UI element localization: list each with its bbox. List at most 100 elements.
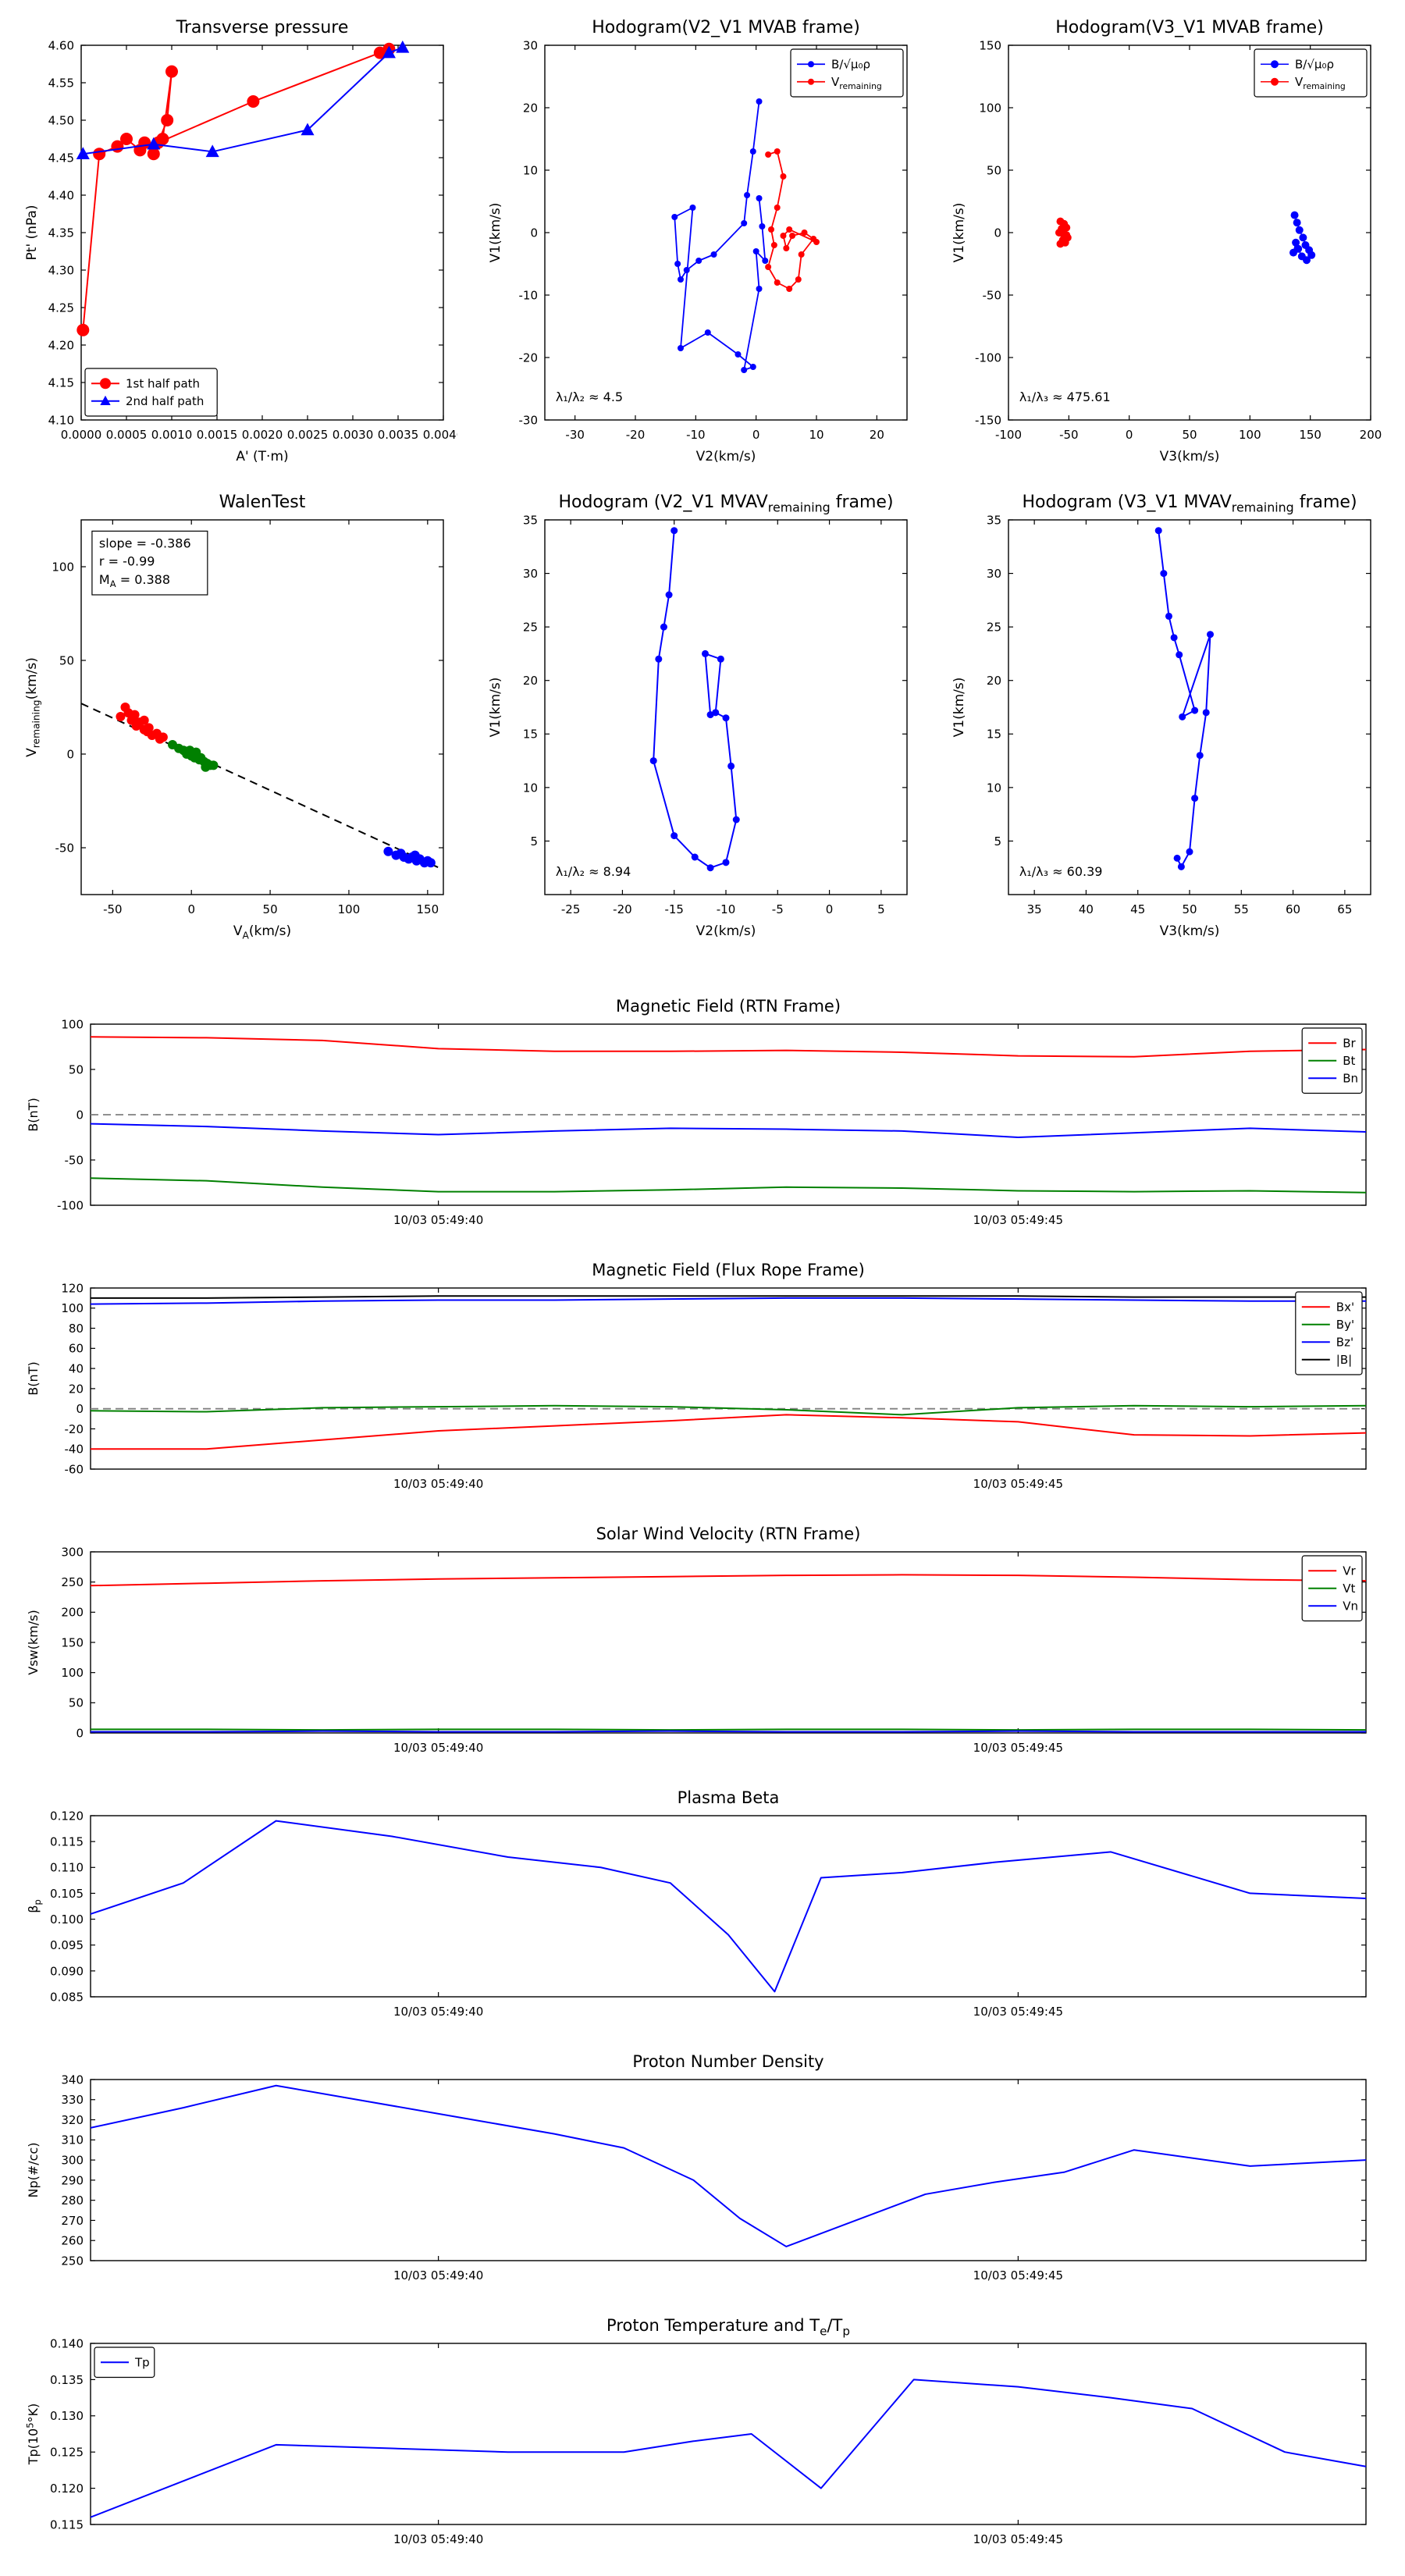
svg-text:270: 270 — [61, 2214, 84, 2228]
svg-text:25: 25 — [523, 621, 538, 635]
walen-test-plot: -50 0 50 100 150 -50 0 50 100 slope = -0.386 r = -… — [20, 482, 457, 951]
svg-text:λ₁/λ₂ ≈ 8.94: λ₁/λ₂ ≈ 8.94 — [556, 864, 631, 879]
svg-text:Proton Temperature and Te/Tp: Proton Temperature and Te/Tp — [606, 2316, 850, 2338]
svg-text:Hodogram (V2_V1 MVAVremaining: Hodogram (V2_V1 MVAVremaining frame) — [558, 493, 893, 515]
svg-text:0.100: 0.100 — [50, 1912, 84, 1927]
svg-text:10/03 05:49:40: 10/03 05:49:40 — [393, 2005, 483, 2019]
svg-text:-20: -20 — [65, 1422, 84, 1436]
svg-text:10/03 05:49:45: 10/03 05:49:45 — [973, 1213, 1063, 1227]
svg-text:2nd half path: 2nd half path — [126, 394, 204, 408]
svg-text:0.0005: 0.0005 — [106, 428, 148, 442]
svg-text:50: 50 — [69, 1062, 84, 1076]
chart-svg: -25 -20 -15 -10 -5 0 5 5 10 15 20 25 30 35 λ₁/λ₂ ≈ 8.9… — [488, 493, 908, 939]
chart-svg: 10/03 05:49:40 10/03 05:49:45 0 50 100 150 200… — [26, 1525, 1367, 1755]
chart-svg: -50 0 50 100 150 -50 0 50 100 slope = -0.386 r = -… — [24, 493, 444, 941]
svg-text:50: 50 — [987, 163, 1001, 177]
chart-svg: -30 -20 -10 0 10 20 -30 -20 -10 0 10 20 30 λ₁/λ₂ ≈ 4.… — [488, 18, 908, 464]
svg-text:30: 30 — [523, 38, 538, 52]
svg-text:50: 50 — [1182, 428, 1197, 442]
svg-text:V3(km/s): V3(km/s) — [1160, 449, 1220, 464]
svg-text:λ₁/λ₃ ≈ 60.39: λ₁/λ₃ ≈ 60.39 — [1019, 864, 1103, 879]
svg-text:150: 150 — [1299, 428, 1321, 442]
svg-text:4.45: 4.45 — [48, 151, 74, 165]
svg-text:B/√μ₀ρ: B/√μ₀ρ — [1295, 58, 1334, 72]
svg-text:Vremaining: Vremaining — [831, 75, 882, 91]
svg-text:250: 250 — [61, 2254, 84, 2268]
svg-text:-50: -50 — [65, 1153, 84, 1167]
svg-text:0.115: 0.115 — [50, 2517, 84, 2532]
svg-text:10: 10 — [523, 163, 538, 177]
svg-text:0.0030: 0.0030 — [333, 428, 374, 442]
svg-text:slope = -0.386: slope = -0.386 — [99, 535, 191, 550]
svg-text:40: 40 — [1079, 902, 1094, 916]
chart-svg: 10/03 05:49:40 10/03 05:49:45 -100 -50 0 50 10… — [26, 997, 1367, 1227]
svg-text:0.0010: 0.0010 — [151, 428, 193, 442]
svg-text:-100: -100 — [995, 428, 1022, 442]
svg-text:50: 50 — [1182, 902, 1197, 916]
svg-text:15: 15 — [523, 728, 538, 742]
svg-text:-150: -150 — [975, 413, 1001, 427]
svg-text:Np(#/cc): Np(#/cc) — [26, 2143, 41, 2198]
svg-text:|B|: |B| — [1336, 1353, 1352, 1367]
svg-text:150: 150 — [979, 38, 1001, 52]
svg-text:10/03 05:49:40: 10/03 05:49:40 — [393, 2532, 483, 2546]
hodogram-v2v1-mvab-plot: -30 -20 -10 0 10 20 -30 -20 -10 0 10 20 30 λ₁/λ₂ ≈ 4.… — [484, 8, 921, 476]
svg-text:50: 50 — [263, 902, 278, 916]
svg-text:10/03 05:49:45: 10/03 05:49:45 — [973, 2268, 1063, 2282]
svg-text:0: 0 — [76, 1402, 84, 1416]
svg-text:Plasma Beta: Plasma Beta — [678, 1788, 780, 1807]
svg-text:-10: -10 — [717, 902, 736, 916]
svg-text:4.50: 4.50 — [48, 113, 74, 127]
svg-text:10/03 05:49:40: 10/03 05:49:40 — [393, 1213, 483, 1227]
svg-text:300: 300 — [61, 1545, 84, 1559]
svg-text:-15: -15 — [664, 902, 684, 916]
svg-text:0.0020: 0.0020 — [242, 428, 283, 442]
svg-text:Bx': Bx' — [1336, 1300, 1354, 1315]
svg-text:Vr: Vr — [1343, 1564, 1356, 1578]
svg-text:Pt' (nPa): Pt' (nPa) — [24, 205, 40, 261]
svg-text:10: 10 — [809, 428, 823, 442]
svg-text:150: 150 — [417, 902, 439, 916]
svg-text:0: 0 — [1126, 428, 1133, 442]
svg-text:20: 20 — [523, 674, 538, 688]
svg-text:100: 100 — [61, 1666, 84, 1680]
svg-text:1st half path: 1st half path — [126, 377, 200, 391]
svg-text:0.130: 0.130 — [50, 2409, 84, 2423]
svg-text:10: 10 — [987, 781, 1001, 795]
svg-text:5: 5 — [530, 834, 538, 849]
svg-text:20: 20 — [870, 428, 884, 442]
svg-text:35: 35 — [987, 513, 1001, 527]
chart-svg: 10/03 05:49:40 10/03 05:49:45 0.085 0.090 0.… — [26, 1788, 1367, 2019]
svg-text:0: 0 — [752, 428, 760, 442]
svg-text:20: 20 — [523, 101, 538, 115]
svg-text:Vremaining(km/s): Vremaining(km/s) — [24, 657, 41, 757]
svg-text:10/03 05:49:40: 10/03 05:49:40 — [393, 1477, 483, 1491]
svg-text:0: 0 — [187, 902, 195, 916]
svg-text:0.110: 0.110 — [50, 1861, 84, 1875]
magnetic-field-flux-rope-plot: 10/03 05:49:40 10/03 05:49:45 -60 -40 -20 0 20… — [22, 1252, 1383, 1503]
svg-text:Vsw(km/s): Vsw(km/s) — [26, 1610, 41, 1674]
svg-text:-30: -30 — [565, 428, 585, 442]
svg-text:40: 40 — [69, 1362, 84, 1376]
svg-text:20: 20 — [987, 674, 1001, 688]
plasma-beta-plot: 10/03 05:49:40 10/03 05:49:45 0.085 0.090 0.… — [22, 1780, 1383, 2031]
solar-wind-velocity-plot: 10/03 05:49:40 10/03 05:49:45 0 50 100 150 200… — [22, 1516, 1383, 1767]
svg-text:0.115: 0.115 — [50, 1835, 84, 1849]
svg-text:150: 150 — [61, 1635, 84, 1649]
svg-text:4.60: 4.60 — [48, 38, 74, 52]
svg-text:10/03 05:49:45: 10/03 05:49:45 — [973, 1477, 1063, 1491]
svg-text:B(nT): B(nT) — [26, 1098, 41, 1131]
svg-text:Hodogram (V3_V1 MVAVremaining: Hodogram (V3_V1 MVAVremaining frame) — [1022, 493, 1357, 515]
svg-text:100: 100 — [979, 101, 1001, 115]
svg-text:-100: -100 — [975, 350, 1001, 365]
svg-text:Hodogram(V3_V1 MVAB frame): Hodogram(V3_V1 MVAB frame) — [1055, 18, 1324, 37]
svg-text:200: 200 — [61, 1606, 84, 1620]
svg-text:35: 35 — [523, 513, 538, 527]
svg-text:V3(km/s): V3(km/s) — [1160, 923, 1220, 939]
svg-text:VA(km/s): VA(km/s) — [233, 923, 291, 941]
svg-text:-20: -20 — [613, 902, 632, 916]
svg-text:Solar Wind Velocity (RTN Frame: Solar Wind Velocity (RTN Frame) — [596, 1525, 861, 1543]
svg-text:B/√μ₀ρ: B/√μ₀ρ — [831, 58, 870, 72]
svg-text:Bn: Bn — [1343, 1072, 1358, 1086]
svg-text:280: 280 — [61, 2194, 84, 2208]
